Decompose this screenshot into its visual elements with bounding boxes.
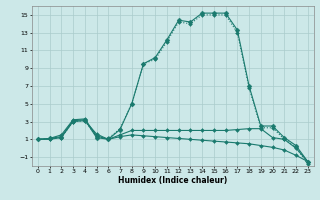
X-axis label: Humidex (Indice chaleur): Humidex (Indice chaleur)	[118, 176, 228, 185]
